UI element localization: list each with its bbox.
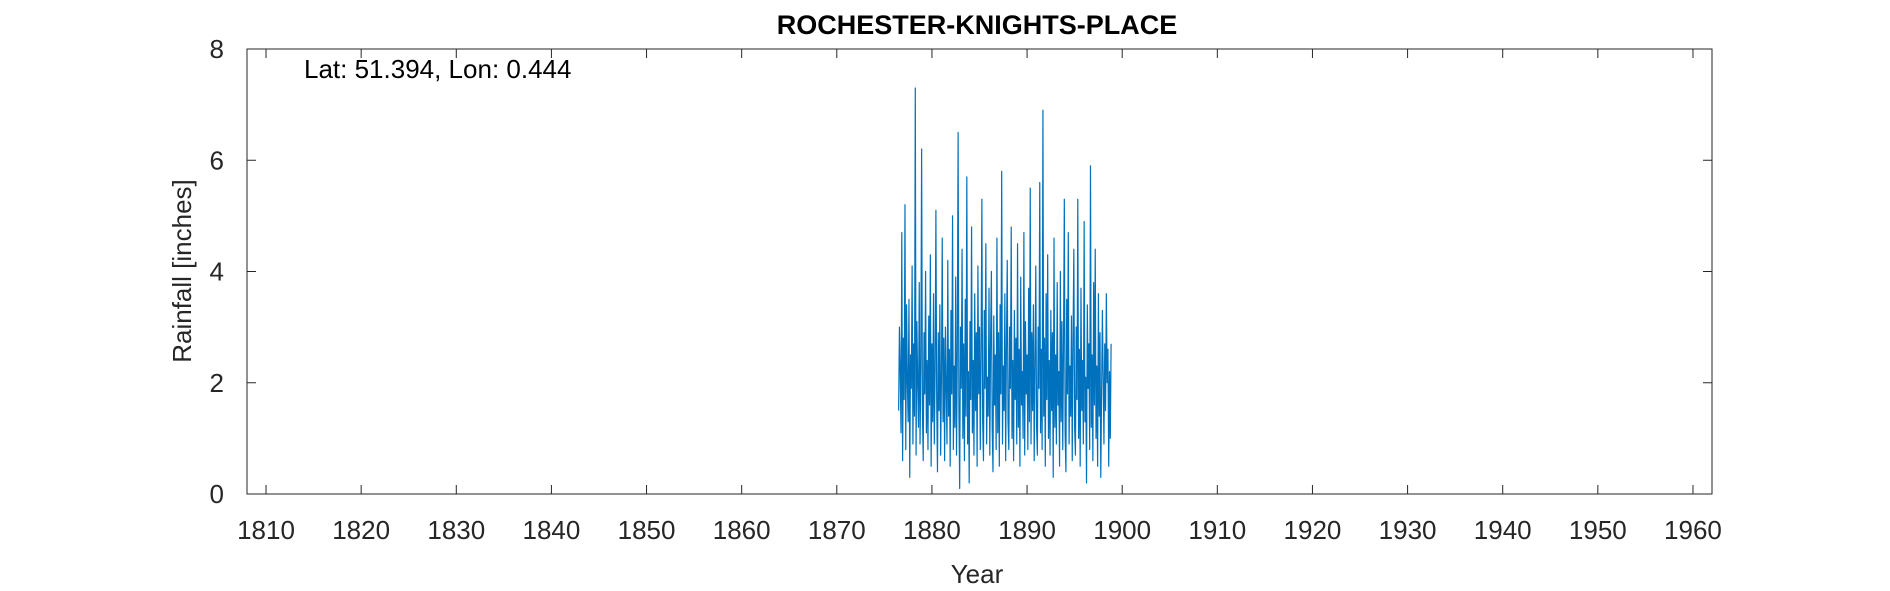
y-axis-label: Rainfall [inches]: [167, 179, 197, 363]
x-tick-label: 1890: [998, 515, 1056, 545]
x-tick-label: 1880: [903, 515, 961, 545]
plot-box: [246, 48, 1713, 495]
y-tick-label: 0: [210, 479, 224, 509]
x-tick-label: 1930: [1379, 515, 1437, 545]
y-tick-label: 8: [210, 34, 224, 64]
x-tick-label: 1820: [332, 515, 390, 545]
location-annotation: Lat: 51.394, Lon: 0.444: [304, 54, 571, 84]
rainfall-series-line: [898, 87, 1112, 490]
y-tick-label: 2: [210, 368, 224, 398]
x-tick-labels: 1810 1820 1830 1840 1850 1860 1870 1880 1890 1900…: [237, 515, 1722, 545]
x-tick-label: 1920: [1284, 515, 1342, 545]
x-axis-label: Year: [951, 559, 1004, 589]
x-tick-label: 1940: [1474, 515, 1532, 545]
plot-area: [247, 49, 1712, 494]
x-tick-label: 1830: [427, 515, 485, 545]
x-tick-label: 1910: [1188, 515, 1246, 545]
y-tick-labels: 0 2 4 6 8: [210, 34, 224, 509]
x-tick-label: 1840: [522, 515, 580, 545]
x-tick-label: 1850: [618, 515, 676, 545]
x-tick-label: 1960: [1664, 515, 1722, 545]
axis-ticks: [247, 48, 1712, 495]
y-tick-label: 4: [210, 257, 224, 287]
x-tick-label: 1900: [1093, 515, 1151, 545]
y-tick-label: 6: [210, 145, 224, 175]
chart-title: ROCHESTER-KNIGHTS-PLACE: [777, 10, 1178, 40]
x-tick-label: 1870: [808, 515, 866, 545]
x-tick-label: 1950: [1569, 515, 1627, 545]
x-tick-label: 1860: [713, 515, 771, 545]
x-tick-label: 1810: [237, 515, 295, 545]
